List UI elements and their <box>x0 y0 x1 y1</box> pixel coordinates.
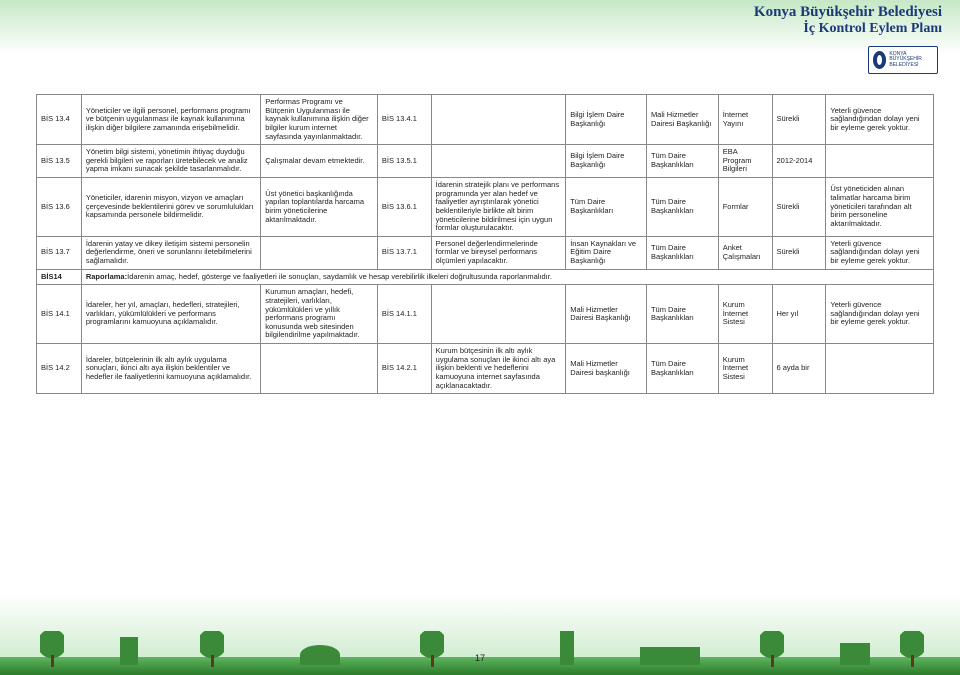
row-cell: Kurum bütçesinin ilk altı aylık uygulama… <box>431 344 566 394</box>
table-row: BİS 14.1İdareler, her yıl, amaçları, hed… <box>37 285 934 344</box>
row-cell: İdareler, bütçelerinin ilk altı aylık uy… <box>81 344 260 394</box>
row-cell: Çalışmalar devam etmektedir. <box>261 145 378 178</box>
row-cell: 2012-2014 <box>772 145 826 178</box>
row-cell: İnsan Kaynakları ve Eğitim Daire Başkanl… <box>566 236 647 269</box>
row-cell: İdareler, her yıl, amaçları, hedefleri, … <box>81 285 260 344</box>
row-cell: BİS 14.2.1 <box>377 344 431 394</box>
row-cell: Her yıl <box>772 285 826 344</box>
row-cell: Mali Hizmetler Dairesi Başkanlığı <box>566 285 647 344</box>
logo-text: KONYA BÜYÜKŞEHİR BELEDİYESİ <box>889 52 933 68</box>
row-cell: Bilgi İşlem Daire Başkanlığı <box>566 145 647 178</box>
row-cell: Performas Programı ve Bütçenin Uygulanma… <box>261 95 378 145</box>
row-cell: Üst yönetici başkanlığında yapılan topla… <box>261 178 378 237</box>
row-cell <box>431 285 566 344</box>
row-cell: Kurum İnternet Sistesi <box>718 285 772 344</box>
row-cell: Anket Çalışmaları <box>718 236 772 269</box>
section-code: BİS14 <box>37 269 82 285</box>
action-plan-table: BİS 13.4Yöneticiler ve ilgili personel, … <box>36 94 934 394</box>
row-cell: Bilgi İşlem Daire Başkanlığı <box>566 95 647 145</box>
action-plan-table-wrapper: BİS 13.4Yöneticiler ve ilgili personel, … <box>36 94 934 394</box>
row-cell: BİS 13.7.1 <box>377 236 431 269</box>
row-cell: BİS 13.4.1 <box>377 95 431 145</box>
logo-ring-icon <box>873 51 886 69</box>
row-cell: Yöneticiler ve ilgili personel, performa… <box>81 95 260 145</box>
row-cell: Üst yöneticiden alınan talimatlar harcam… <box>826 178 934 237</box>
row-code: BİS 13.5 <box>37 145 82 178</box>
row-cell: Sürekli <box>772 95 826 145</box>
row-cell: Tüm Daire Başkanlıkları <box>646 145 718 178</box>
row-cell: Personel değerlendirmelerinde formlar ve… <box>431 236 566 269</box>
row-code: BİS 13.6 <box>37 178 82 237</box>
table-row: BİS 13.7İdarenin yatay ve dikey iletişim… <box>37 236 934 269</box>
row-cell <box>826 344 934 394</box>
row-cell: Yeterli güvence sağlandığından dolayı ye… <box>826 285 934 344</box>
row-cell: Tüm Daire Başkanlıkları <box>646 344 718 394</box>
row-cell: BİS 13.5.1 <box>377 145 431 178</box>
row-code: BİS 13.7 <box>37 236 82 269</box>
row-code: BİS 14.1 <box>37 285 82 344</box>
row-cell: Kurum İnternet Sistesi <box>718 344 772 394</box>
row-cell <box>431 95 566 145</box>
row-cell: EBA Program Bilgileri <box>718 145 772 178</box>
table-section-row: BİS14Raporlama:İdarenin amaç, hedef, gös… <box>37 269 934 285</box>
row-cell <box>431 145 566 178</box>
row-cell: Sürekli <box>772 178 826 237</box>
row-cell: Sürekli <box>772 236 826 269</box>
row-cell: Tüm Daire Başkanlıkları <box>646 285 718 344</box>
header-title-1: Konya Büyükşehir Belediyesi <box>754 4 942 21</box>
row-cell: Tüm Daire Başkanlıkları <box>646 236 718 269</box>
row-code: BİS 14.2 <box>37 344 82 394</box>
row-cell: Tüm Daire Başkanlıkları <box>646 178 718 237</box>
section-text: Raporlama:İdarenin amaç, hedef, gösterge… <box>81 269 933 285</box>
row-cell: Yeterli güvence sağlandığından dolayı ye… <box>826 236 934 269</box>
row-cell: BİS 14.1.1 <box>377 285 431 344</box>
table-row: BİS 13.4Yöneticiler ve ilgili personel, … <box>37 95 934 145</box>
row-cell: Tüm Daire Başkanlıkları <box>566 178 647 237</box>
row-cell <box>826 145 934 178</box>
row-cell: Formlar <box>718 178 772 237</box>
table-row: BİS 14.2İdareler, bütçelerinin ilk altı … <box>37 344 934 394</box>
row-cell: İdarenin stratejik planı ve performans p… <box>431 178 566 237</box>
table-row: BİS 13.6Yöneticiler, idarenin misyon, vi… <box>37 178 934 237</box>
row-code: BİS 13.4 <box>37 95 82 145</box>
header-title-2: İç Kontrol Eylem Planı <box>754 21 942 37</box>
row-cell: Mali Hizmetler Dairesi Başkanlığı <box>646 95 718 145</box>
footer-decoration <box>0 615 960 675</box>
row-cell <box>261 344 378 394</box>
row-cell: Mali Hizmetler Dairesi başkanlığı <box>566 344 647 394</box>
row-cell: Yönetim bilgi sistemi, yönetimin ihtiyaç… <box>81 145 260 178</box>
page-number: 17 <box>0 653 960 663</box>
table-row: BİS 13.5Yönetim bilgi sistemi, yönetimin… <box>37 145 934 178</box>
row-cell: İnternet Yayını <box>718 95 772 145</box>
row-cell: Kurumun amaçları, hedefi, stratejileri, … <box>261 285 378 344</box>
row-cell: Yeterli güvence sağlandığından dolayı ye… <box>826 95 934 145</box>
row-cell: 6 ayda bir <box>772 344 826 394</box>
row-cell: İdarenin yatay ve dikey iletişim sistemi… <box>81 236 260 269</box>
municipality-logo: KONYA BÜYÜKŞEHİR BELEDİYESİ <box>868 46 938 74</box>
page-header: Konya Büyükşehir Belediyesi İç Kontrol E… <box>754 4 942 37</box>
row-cell <box>261 236 378 269</box>
row-cell: Yöneticiler, idarenin misyon, vizyon ve … <box>81 178 260 237</box>
row-cell: BİS 13.6.1 <box>377 178 431 237</box>
